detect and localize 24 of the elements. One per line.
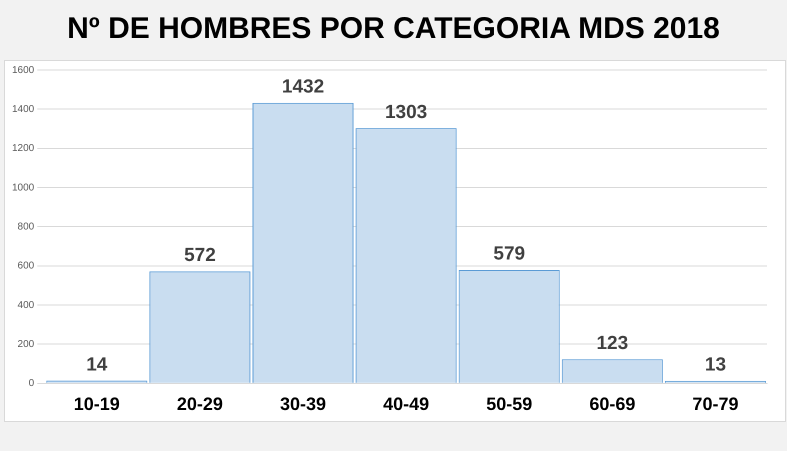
data-label: 1303 [384, 102, 428, 123]
data-label: 1432 [282, 76, 324, 98]
x-tick-label: 40-49 [383, 394, 430, 414]
y-tick-label: 200 [18, 338, 35, 350]
x-tick-label: 30-39 [280, 394, 326, 414]
x-tick-label: 10-19 [74, 394, 120, 414]
data-label: 123 [596, 333, 628, 354]
data-label: 579 [493, 244, 526, 265]
data-label: 14 [86, 354, 108, 376]
y-tick-label: 800 [18, 221, 35, 232]
y-tick-label: 1400 [12, 104, 35, 115]
y-tick-label: 600 [18, 260, 35, 272]
x-tick-label: 20-29 [176, 394, 223, 414]
x-tick-label: 60-69 [589, 394, 636, 414]
data-label: 572 [184, 245, 216, 266]
x-tick-label: 70-79 [692, 394, 738, 414]
x-tick-label: 50-59 [486, 394, 532, 414]
y-tick-label: 400 [18, 300, 35, 311]
y-tick-label: 1600 [12, 64, 35, 76]
y-tick-label: 1200 [12, 143, 35, 154]
y-tick-label: 1000 [12, 182, 35, 194]
chart-title: Nº DE HOMBRES POR CATEGORIA MDS 2018 [66, 11, 721, 47]
y-tick-label: 0 [28, 378, 35, 390]
data-label: 13 [704, 354, 726, 376]
